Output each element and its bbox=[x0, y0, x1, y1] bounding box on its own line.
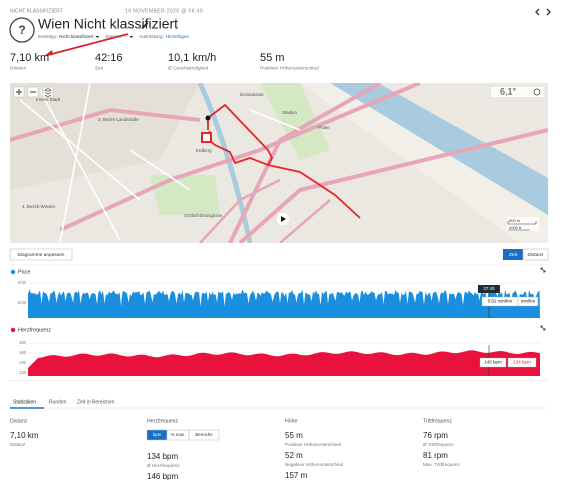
activity-icon bbox=[9, 17, 35, 43]
mode-label[interactable]: Distanz bbox=[528, 252, 545, 258]
mode-button[interactable] bbox=[522, 248, 549, 261]
y-tick-label: 140 bbox=[19, 360, 27, 365]
y-tick-label: 180 bbox=[19, 340, 27, 345]
customize-label[interactable]: Diagramme anpassen bbox=[18, 252, 65, 258]
date-label: 19 NOVEMBER 2020 @ 06:49 bbox=[125, 8, 203, 14]
category-label: NICHT KLASSIFIZIERT bbox=[10, 8, 63, 14]
map-scale: 2000 ft bbox=[509, 225, 522, 230]
stat-label: Ø Trittfrequenz bbox=[423, 442, 454, 447]
tooltip bbox=[478, 285, 500, 293]
tooltip-time: 37:45 bbox=[483, 286, 495, 291]
icon-symbol: ? bbox=[18, 23, 25, 37]
tooltip-value: 5:02 min/km bbox=[488, 299, 513, 304]
pace-legend-dot bbox=[10, 269, 16, 275]
map-label: Erdberg bbox=[196, 148, 212, 153]
y-tick-label: 0:00 bbox=[18, 280, 27, 285]
mode-label[interactable]: Zeit bbox=[509, 252, 518, 258]
heart-rate-area bbox=[28, 350, 540, 376]
tooltip-value: 145 bpm bbox=[484, 360, 502, 365]
annotation-arrowhead bbox=[44, 50, 53, 56]
dropdown-caret bbox=[95, 36, 100, 38]
mode-button-active[interactable] bbox=[503, 249, 523, 260]
tooltip-unit: min/km bbox=[521, 299, 536, 304]
stat-value: 81 rpm bbox=[423, 451, 448, 460]
stat-label: Negativer Höhenunterschied bbox=[285, 462, 344, 467]
stat-value: 157 m bbox=[285, 471, 308, 480]
stat-value: 52 m bbox=[285, 451, 303, 460]
stat-group-title: Distanz bbox=[10, 418, 28, 424]
stat-group-title: Herzfrequenz bbox=[147, 418, 179, 424]
tab[interactable]: Zeit in Bereichen bbox=[77, 399, 115, 405]
map-label: Donaukanal bbox=[240, 92, 263, 97]
y-tick-label: 5:00 bbox=[18, 300, 27, 305]
summary-value: 7,10 km bbox=[10, 52, 49, 64]
y-tick-label: 120 bbox=[19, 370, 27, 375]
customize-button[interactable] bbox=[9, 248, 73, 261]
annotation-arrow bbox=[47, 33, 129, 56]
tooltip bbox=[517, 296, 539, 307]
summary-label: Zeit bbox=[95, 65, 104, 71]
tooltip bbox=[507, 357, 537, 368]
tab[interactable]: Runden bbox=[49, 399, 67, 405]
tooltip-average: 134 bpm bbox=[513, 360, 531, 365]
meta-value[interactable]: Nicht klassifiziert bbox=[59, 34, 94, 39]
map-label: Stadion bbox=[282, 110, 297, 115]
expand-icon[interactable] bbox=[540, 267, 546, 273]
chart-title: Herzfrequenz bbox=[18, 327, 51, 333]
divider bbox=[10, 380, 548, 381]
stat-value: 55 m bbox=[285, 431, 303, 440]
unit-button[interactable] bbox=[188, 429, 220, 441]
stat-label: Positiver Höhenunterschied bbox=[285, 442, 342, 447]
map-scale: 500 m bbox=[509, 218, 521, 223]
tooltip bbox=[479, 357, 507, 368]
map-label: Schlachthausgasse bbox=[184, 213, 223, 218]
unit-button-label[interactable]: % max. bbox=[171, 432, 186, 437]
stat-label: Max. Trittfrequenz bbox=[423, 462, 460, 467]
meta-value[interactable]: -- bbox=[124, 34, 128, 39]
stat-group-title: Höhe bbox=[285, 418, 298, 424]
meta-label: Ausrüstung: bbox=[139, 34, 164, 39]
stat-label: Ø Herzfrequenz bbox=[147, 463, 180, 468]
stat-value: 146 bpm bbox=[147, 472, 178, 480]
meta-label: Eventtyp: bbox=[38, 34, 57, 39]
unit-button-label[interactable]: Bereiche bbox=[195, 432, 213, 437]
stat-value: 134 bpm bbox=[147, 452, 178, 461]
expand-icon[interactable] bbox=[540, 325, 546, 331]
stat-value: 7,10 km bbox=[10, 431, 39, 440]
summary-label: Ø Geschwindigkeit bbox=[168, 65, 209, 71]
hr-legend-dot bbox=[10, 327, 16, 333]
summary-value: 10,1 km/h bbox=[168, 52, 216, 64]
summary-value: 42:16 bbox=[95, 52, 123, 64]
stat-label: Distanz bbox=[10, 442, 26, 447]
edit-icon[interactable] bbox=[141, 22, 149, 29]
unit-button-label[interactable]: bpm bbox=[153, 432, 162, 437]
summary-value: 55 m bbox=[260, 52, 284, 64]
map-label: 4. Bezirk-Wieden bbox=[22, 204, 56, 209]
activity-title: Wien Nicht klassifiziert bbox=[38, 16, 178, 32]
map-label: Innere Stadt bbox=[36, 97, 61, 102]
meta-value[interactable]: Hinzufügen bbox=[166, 34, 190, 39]
y-tick-label: 160 bbox=[19, 350, 27, 355]
meta-label: Strecke: bbox=[105, 34, 122, 39]
stat-group-title: Trittfrequenz bbox=[423, 418, 452, 424]
summary-label: Distanz bbox=[10, 65, 27, 71]
map-label: 3. Bezirk-Landstraße bbox=[98, 117, 139, 122]
pace-area bbox=[28, 289, 540, 318]
stat-value: 76 rpm bbox=[423, 431, 448, 440]
map-label: Prater bbox=[318, 125, 330, 130]
temperature: 6,1° bbox=[500, 86, 517, 96]
dropdown-caret bbox=[129, 36, 134, 38]
nav-arrows[interactable] bbox=[535, 8, 551, 16]
chart-title: Pace bbox=[18, 269, 31, 275]
map[interactable]: Innere Stadt 3. Bezirk-Landstraße 4. Bezir… bbox=[10, 83, 548, 243]
summary-label: Positiver Höhenunterschied bbox=[260, 65, 319, 71]
tab[interactable]: Statistiken bbox=[13, 399, 36, 405]
